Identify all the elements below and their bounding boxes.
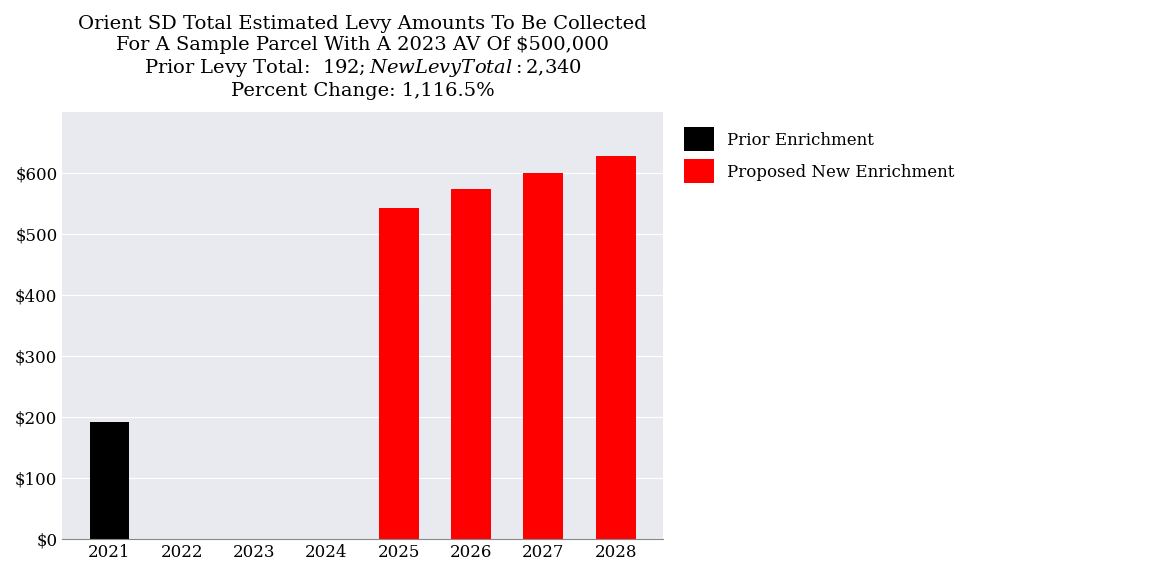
Bar: [523, 173, 563, 539]
Bar: [452, 189, 491, 539]
Bar: [379, 208, 418, 539]
Title: Orient SD Total Estimated Levy Amounts To Be Collected
For A Sample Parcel With : Orient SD Total Estimated Levy Amounts T…: [78, 15, 647, 100]
Bar: [90, 422, 129, 539]
Legend: Prior Enrichment, Proposed New Enrichment: Prior Enrichment, Proposed New Enrichmen…: [677, 121, 961, 190]
Bar: [596, 156, 636, 539]
